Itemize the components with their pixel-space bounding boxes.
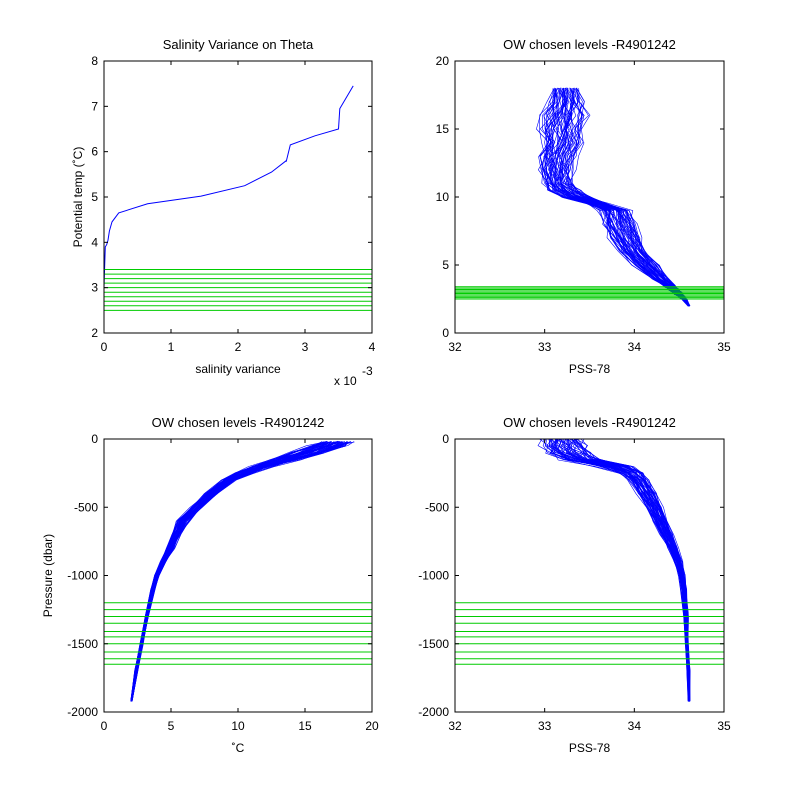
plot-area — [104, 85, 372, 311]
x-axis-label: PSS-78 — [569, 741, 611, 755]
y-tick-label: -1500 — [418, 637, 449, 651]
y-axis-label: Pressure (dbar) — [41, 534, 55, 617]
x-tick-label: 32 — [448, 340, 462, 354]
y-tick-label: 0 — [91, 432, 98, 446]
x-tick-label: 0 — [101, 340, 108, 354]
chart-panel-3: 0 5 10 15 20 -2000 -1500 -1000 -500 0 OW chosen le… — [41, 415, 379, 755]
variance-series-line — [104, 85, 354, 288]
x-tick-label: 4 — [369, 340, 376, 354]
y-tick-label: -500 — [74, 500, 98, 514]
y-tick-label: 0 — [442, 326, 449, 340]
y-tick-label: -1500 — [67, 637, 98, 651]
x-tick-label: 33 — [538, 340, 552, 354]
x-tick-label: 5 — [168, 719, 175, 733]
chart-panel-1: 0 1 2 3 4 2 3 4 5 6 7 8 Salinity Variance on Theta sa… — [71, 37, 376, 388]
x-tick-label: 35 — [717, 719, 731, 733]
y-tick-label: 3 — [91, 281, 98, 295]
y-tick-label: 0 — [442, 432, 449, 446]
x-tick-label: 32 — [448, 719, 462, 733]
y-tick-label: -1000 — [418, 569, 449, 583]
x-axis-label: salinity variance — [195, 362, 281, 376]
chart-title: OW chosen levels -R4901242 — [503, 415, 676, 430]
plot-area — [455, 87, 724, 307]
x-tick-label: 20 — [365, 719, 379, 733]
x-axis-label: PSS-78 — [569, 362, 611, 376]
x-multiplier-label: x 10 — [334, 374, 357, 388]
y-axis-label: Potential temp (˚C) — [71, 147, 85, 248]
y-tick-label: 6 — [91, 145, 98, 159]
x-tick-label: 33 — [538, 719, 552, 733]
x-tick-label: 34 — [628, 340, 642, 354]
y-tick-label: 5 — [91, 190, 98, 204]
chart-title: OW chosen levels -R4901242 — [152, 415, 325, 430]
x-tick-label: 34 — [628, 719, 642, 733]
y-tick-label: -1000 — [67, 569, 98, 583]
y-tick-label: 5 — [442, 258, 449, 272]
y-tick-label: 4 — [91, 235, 98, 249]
y-tick-label: 20 — [436, 54, 450, 68]
chart-panel-2: 32 33 34 35 0 5 10 15 20 OW chosen levels -R49012… — [436, 37, 731, 376]
profile-line — [565, 88, 690, 306]
x-axis-label: ˚C — [232, 741, 245, 755]
y-tick-label: -2000 — [418, 705, 449, 719]
x-tick-label: 1 — [168, 340, 175, 354]
plot-area — [104, 440, 372, 702]
profile-line — [568, 88, 691, 307]
chart-title: Salinity Variance on Theta — [163, 37, 314, 52]
y-tick-label: 15 — [436, 122, 450, 136]
chart-panel-4: 32 33 34 35 -2000 -1500 -1000 -500 0 OW chosen le… — [418, 415, 731, 755]
x-multiplier-exponent: -3 — [362, 364, 373, 378]
y-tick-label: 8 — [91, 54, 98, 68]
y-tick-label: 2 — [91, 326, 98, 340]
x-tick-label: 2 — [235, 340, 242, 354]
x-tick-label: 3 — [302, 340, 309, 354]
y-tick-label: -2000 — [67, 705, 98, 719]
y-tick-label: -500 — [425, 500, 449, 514]
profile-line — [131, 441, 348, 702]
x-tick-label: 10 — [231, 719, 245, 733]
plot-area — [455, 439, 724, 702]
x-tick-label: 0 — [101, 719, 108, 733]
x-tick-label: 35 — [717, 340, 731, 354]
chart-title: OW chosen levels -R4901242 — [503, 37, 676, 52]
x-tick-label: 15 — [298, 719, 312, 733]
profile-line — [571, 87, 691, 307]
y-tick-label: 7 — [91, 99, 98, 113]
y-tick-label: 10 — [436, 190, 450, 204]
